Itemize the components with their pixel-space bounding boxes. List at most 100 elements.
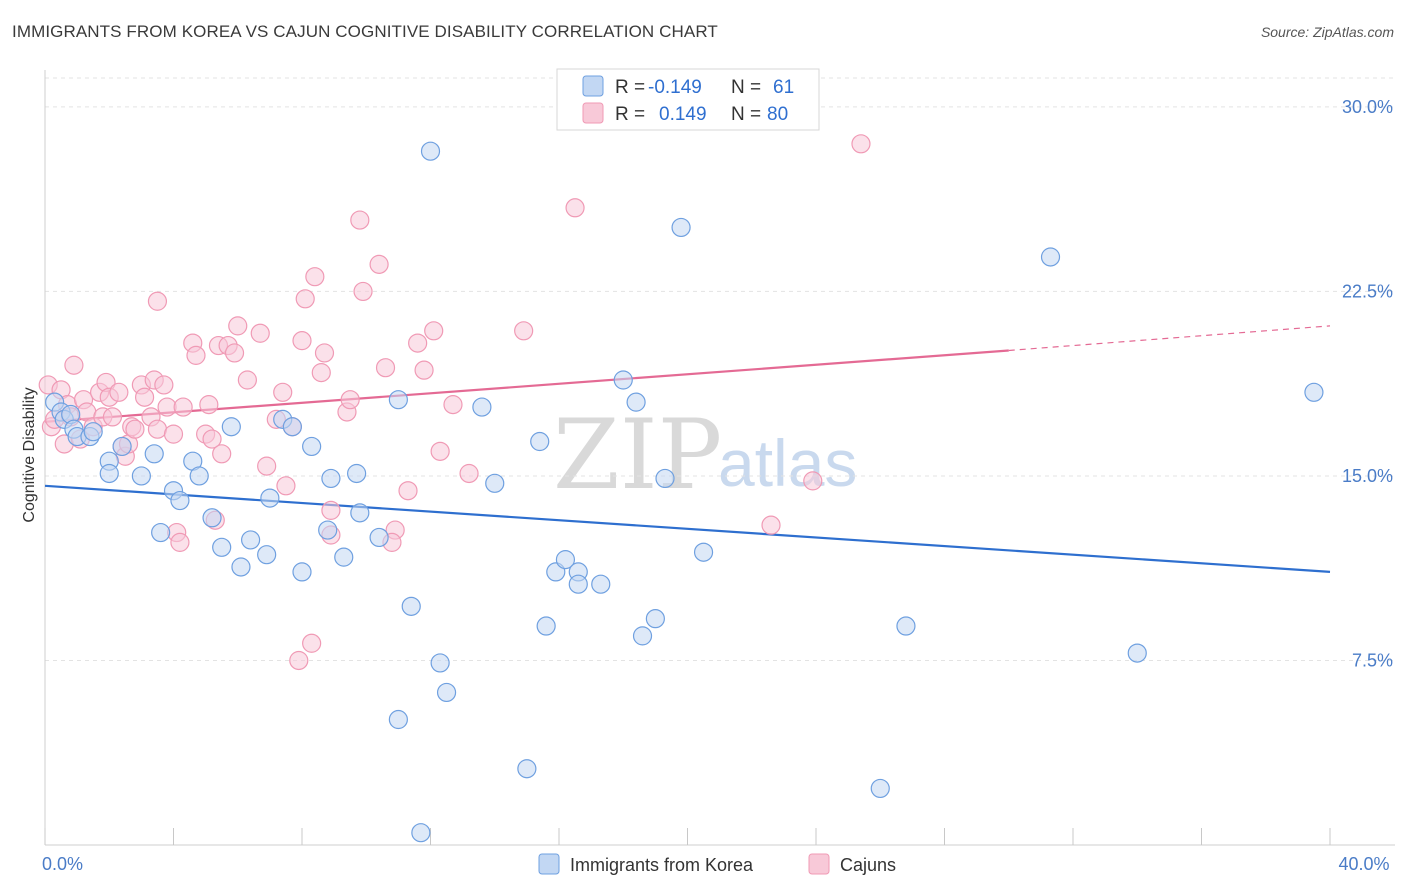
data-point-cajuns: [514, 321, 534, 341]
data-point-korea: [626, 392, 646, 412]
bottom-legend-label-korea: Immigrants from Korea: [570, 855, 754, 875]
data-point-cajuns: [64, 355, 84, 375]
trend-line-dashed-cajuns: [1008, 325, 1331, 352]
data-point-korea: [347, 463, 367, 484]
legend-n-value-korea: 61: [773, 77, 794, 98]
data-point-cajuns: [375, 358, 396, 378]
data-point-cajuns: [147, 291, 168, 311]
data-point-korea: [260, 488, 280, 508]
data-point-cajuns: [302, 633, 322, 653]
data-point-korea: [257, 545, 277, 565]
bottom-legend-swatch-korea: [538, 853, 560, 875]
data-point-korea: [411, 823, 431, 843]
data-point-korea: [231, 557, 251, 577]
data-point-korea: [430, 653, 450, 673]
y-tick-label: 15.0%: [1342, 466, 1393, 486]
watermark-atlas-text: atlas: [718, 426, 857, 500]
data-point-korea: [1304, 382, 1324, 402]
data-point-korea: [1040, 247, 1061, 267]
data-point-korea: [388, 709, 408, 730]
legend-n-label-cajuns: N =: [731, 104, 761, 125]
data-point-cajuns: [459, 463, 479, 484]
y-tick-label: 30.0%: [1342, 97, 1393, 117]
data-point-korea: [83, 422, 103, 442]
data-point-cajuns: [250, 323, 270, 343]
data-point-cajuns: [408, 333, 428, 353]
data-point-cajuns: [147, 419, 168, 439]
tick-labels: 7.5% 15.0% 22.5% 30.0% 0.0% 40.0%: [42, 97, 1393, 874]
data-point-cajuns: [170, 532, 190, 552]
data-point-cajuns: [186, 345, 206, 365]
axes: [44, 70, 1395, 846]
legend-swatch-korea: [582, 75, 604, 97]
data-point-cajuns: [353, 281, 373, 302]
data-point-korea: [555, 550, 576, 570]
data-point-cajuns: [292, 331, 312, 351]
data-point-korea: [485, 473, 505, 493]
data-point-cajuns: [424, 321, 444, 341]
data-point-cajuns: [761, 515, 781, 535]
y-tick-label: 7.5%: [1352, 650, 1393, 670]
data-point-korea: [671, 217, 691, 238]
data-point-korea: [350, 503, 370, 523]
data-point-korea: [334, 547, 354, 567]
data-point-cajuns: [109, 382, 129, 402]
chart-title: IMMIGRANTS FROM KOREA VS CAJUN COGNITIVE…: [12, 22, 718, 41]
data-point-cajuns: [224, 343, 245, 363]
data-point-cajuns: [321, 500, 341, 520]
data-point-korea: [318, 520, 338, 540]
data-point-korea: [388, 390, 408, 410]
data-point-cajuns: [851, 134, 871, 154]
data-points: [38, 134, 1324, 843]
data-point-cajuns: [289, 650, 309, 671]
data-point-korea: [112, 436, 132, 457]
legend-n-label-korea: N =: [731, 77, 761, 98]
data-point-korea: [202, 508, 222, 528]
data-point-korea: [212, 537, 232, 557]
data-point-korea: [151, 522, 171, 543]
bottom-legend-label-cajuns: Cajuns: [840, 855, 896, 875]
data-point-korea: [472, 397, 492, 417]
x-tick-label: 40.0%: [1338, 854, 1389, 874]
y-axis-label: Cognitive Disability: [21, 387, 38, 522]
data-point-korea: [530, 431, 550, 452]
data-point-korea: [568, 574, 588, 594]
source-credit: Source: ZipAtlas.com: [1260, 24, 1394, 40]
stats-legend: R = -0.149 N = 61 R = 0.149 N = 80: [556, 68, 820, 131]
data-point-cajuns: [295, 289, 315, 309]
data-point-cajuns: [314, 343, 335, 363]
data-point-cajuns: [134, 387, 155, 407]
data-point-korea: [436, 682, 457, 703]
data-point-korea: [870, 778, 890, 799]
data-point-korea: [302, 436, 322, 457]
x-tick-label: 0.0%: [42, 854, 83, 874]
data-point-korea: [1127, 643, 1147, 663]
data-point-cajuns: [311, 363, 331, 383]
data-point-korea: [613, 370, 633, 390]
data-point-korea: [282, 417, 302, 437]
data-point-cajuns: [369, 254, 389, 274]
data-point-cajuns: [154, 375, 174, 395]
data-point-korea: [99, 463, 119, 484]
data-point-korea: [144, 444, 164, 464]
data-point-cajuns: [350, 210, 370, 230]
data-point-cajuns: [276, 476, 296, 496]
data-point-korea: [221, 417, 241, 437]
data-point-cajuns: [157, 397, 177, 417]
data-point-cajuns: [173, 397, 193, 417]
bottom-legend-swatch-cajuns: [808, 853, 830, 875]
data-point-cajuns: [102, 407, 123, 427]
data-point-cajuns: [414, 360, 434, 380]
data-point-cajuns: [398, 481, 418, 501]
data-point-korea: [131, 466, 151, 486]
data-point-korea: [401, 596, 421, 616]
legend-swatch-cajuns: [582, 102, 604, 124]
y-tick-label: 22.5%: [1342, 281, 1393, 301]
data-point-cajuns: [305, 267, 325, 287]
data-point-cajuns: [340, 390, 360, 410]
trend-line-korea: [44, 484, 1331, 574]
data-point-cajuns: [803, 471, 823, 491]
legend-r-label-korea: R =: [615, 77, 645, 98]
data-point-cajuns: [565, 198, 585, 218]
data-point-cajuns: [430, 441, 450, 461]
